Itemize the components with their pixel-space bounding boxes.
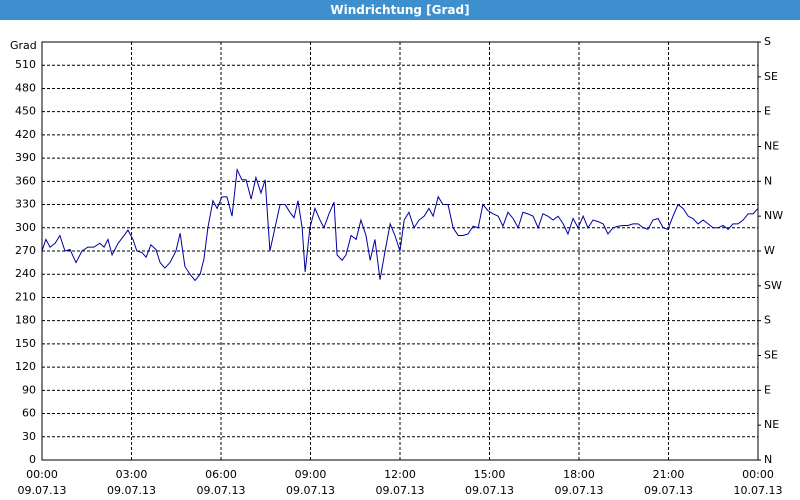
x-tick-date: 09.07.13: [286, 484, 335, 497]
y-tick-label: 450: [15, 105, 36, 118]
x-tick-label: 00:00: [26, 468, 58, 481]
y-tick-label: 480: [15, 81, 36, 94]
y-tick-label: 210: [15, 290, 36, 303]
x-tick-date: 09.07.13: [555, 484, 604, 497]
x-tick-date: 09.07.13: [107, 484, 156, 497]
y-tick-label: 390: [15, 151, 36, 164]
data-line: [41, 167, 759, 282]
y2-tick-label: W: [764, 244, 775, 257]
y-tick-label: 0: [29, 453, 36, 466]
y-tick-label: 120: [15, 360, 36, 373]
y2-tick-label: NE: [764, 418, 779, 431]
y2-tick-label: E: [764, 383, 771, 396]
y-axis-label: Grad: [10, 39, 37, 52]
y2-tick-label: SE: [764, 70, 778, 83]
y-tick-label: 330: [15, 198, 36, 211]
title-bar: Windrichtung [Grad]: [0, 0, 800, 20]
y-tick-label: 150: [15, 337, 36, 350]
y-tick-label: 270: [15, 244, 36, 257]
x-tick-date: 09.07.13: [376, 484, 425, 497]
x-tick-date: 09.07.13: [644, 484, 693, 497]
y2-tick-label: SE: [764, 349, 778, 362]
y-tick-label: 30: [22, 430, 36, 443]
y-tick-label: 180: [15, 314, 36, 327]
x-tick-label: 15:00: [474, 468, 506, 481]
y2-tick-label: NW: [764, 209, 783, 222]
x-tick-label: 12:00: [384, 468, 416, 481]
y-tick-label: 300: [15, 221, 36, 234]
y2-tick-label: S: [764, 314, 771, 327]
y-tick-label: 240: [15, 267, 36, 280]
x-tick-date: 10.07.13: [734, 484, 783, 497]
y-tick-label: 60: [22, 407, 36, 420]
x-tick-label: 06:00: [205, 468, 237, 481]
x-tick-label: 03:00: [116, 468, 148, 481]
x-tick-label: 09:00: [295, 468, 327, 481]
chart: Grad 0 30 60 90 120 150 180 210 240 270 300 330 360 3…: [10, 35, 783, 497]
y-tick-label: 420: [15, 128, 36, 141]
x-tick-label: 18:00: [563, 468, 595, 481]
x-tick-date: 09.07.13: [197, 484, 246, 497]
y2-tick-label: N: [764, 453, 772, 466]
y2-tick-label: SW: [764, 279, 782, 292]
x-tick-date: 09.07.13: [465, 484, 514, 497]
y2-tick-label: E: [764, 105, 771, 118]
y2-tick-label: NE: [764, 140, 779, 153]
y-tick-label: 360: [15, 174, 36, 187]
y-tick-label: 510: [15, 58, 36, 71]
y2-tick-label: N: [764, 174, 772, 187]
x-tick-date: 09.07.13: [18, 484, 67, 497]
x-tick-label: 00:00: [742, 468, 774, 481]
y2-tick-label: S: [764, 35, 771, 48]
x-tick-label: 21:00: [653, 468, 685, 481]
y-tick-label: 90: [22, 383, 36, 396]
